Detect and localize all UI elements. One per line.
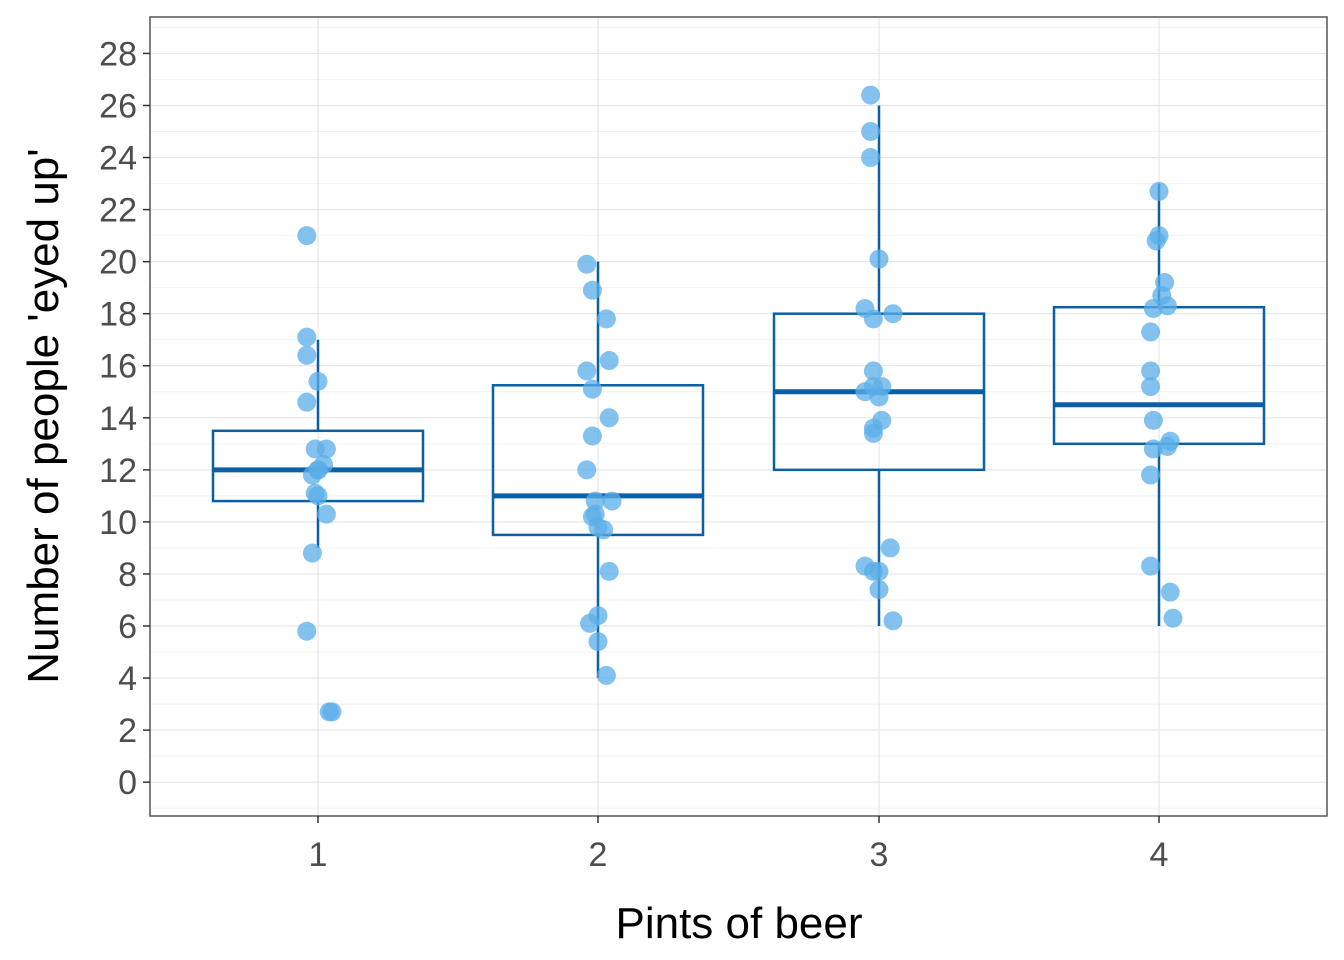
data-point xyxy=(316,504,336,524)
data-point xyxy=(594,520,614,540)
y-tick-label: 0 xyxy=(118,764,137,802)
data-point xyxy=(585,491,605,511)
y-tick-label: 16 xyxy=(99,348,137,386)
data-point xyxy=(297,327,317,347)
data-point xyxy=(308,460,328,480)
data-point xyxy=(580,613,600,633)
data-point xyxy=(577,460,597,480)
data-point xyxy=(1149,226,1169,246)
data-point xyxy=(582,426,602,446)
y-tick-label: 2 xyxy=(118,712,137,750)
y-tick-label: 28 xyxy=(99,35,137,73)
y-tick-label: 10 xyxy=(99,504,137,542)
y-tick-label: 6 xyxy=(118,608,137,646)
y-tick-label: 14 xyxy=(99,400,137,438)
x-axis-title: Pints of beer xyxy=(615,899,862,948)
data-point xyxy=(863,309,883,329)
data-point xyxy=(1141,361,1161,381)
data-point xyxy=(1143,410,1163,430)
data-point xyxy=(297,392,317,412)
data-point xyxy=(861,148,881,168)
y-tick-label: 26 xyxy=(99,87,137,125)
data-point xyxy=(302,543,322,563)
data-point xyxy=(599,351,619,371)
data-point xyxy=(869,387,889,407)
data-point xyxy=(297,621,317,641)
data-point xyxy=(1157,296,1177,316)
data-point xyxy=(596,665,616,685)
data-point xyxy=(308,371,328,391)
data-point xyxy=(582,379,602,399)
x-tick-label: 3 xyxy=(870,836,889,874)
data-point xyxy=(1160,582,1180,602)
data-point xyxy=(599,561,619,581)
data-point xyxy=(1141,465,1161,485)
data-point xyxy=(1163,608,1183,628)
data-point xyxy=(322,702,342,722)
data-point xyxy=(297,345,317,365)
x-tick-label: 1 xyxy=(309,836,328,874)
panel-border xyxy=(149,16,1328,817)
data-point xyxy=(577,361,597,381)
y-axis-title: Number of people 'eyed up' xyxy=(19,148,68,683)
data-point xyxy=(861,85,881,105)
data-point xyxy=(316,439,336,459)
point-layer xyxy=(297,85,1183,722)
data-point xyxy=(883,611,903,631)
y-tick-label: 12 xyxy=(99,452,137,490)
data-point xyxy=(1141,377,1161,397)
data-point xyxy=(869,580,889,600)
data-point xyxy=(1141,322,1161,342)
y-tick-label: 24 xyxy=(99,140,137,178)
data-point xyxy=(869,561,889,581)
data-point xyxy=(1149,181,1169,201)
data-point xyxy=(863,361,883,381)
y-tick-label: 20 xyxy=(99,244,137,282)
data-point xyxy=(602,491,622,511)
y-tick-label: 4 xyxy=(118,660,137,698)
data-point xyxy=(1141,556,1161,576)
y-tick-label: 18 xyxy=(99,296,137,334)
y-tick-label: 8 xyxy=(118,556,137,594)
grid-layer xyxy=(150,17,1327,816)
data-point xyxy=(880,538,900,558)
y-tick-label: 22 xyxy=(99,192,137,230)
data-point xyxy=(577,254,597,274)
data-point xyxy=(588,632,608,652)
data-point xyxy=(308,486,328,506)
data-point xyxy=(596,309,616,329)
data-point xyxy=(582,280,602,300)
data-point xyxy=(863,423,883,443)
data-point xyxy=(883,304,903,324)
data-point xyxy=(1143,439,1163,459)
x-tick-label: 2 xyxy=(589,836,608,874)
data-point xyxy=(599,408,619,428)
data-point xyxy=(869,249,889,269)
x-tick-label: 4 xyxy=(1150,836,1169,874)
data-point xyxy=(861,122,881,142)
data-point xyxy=(297,226,317,246)
